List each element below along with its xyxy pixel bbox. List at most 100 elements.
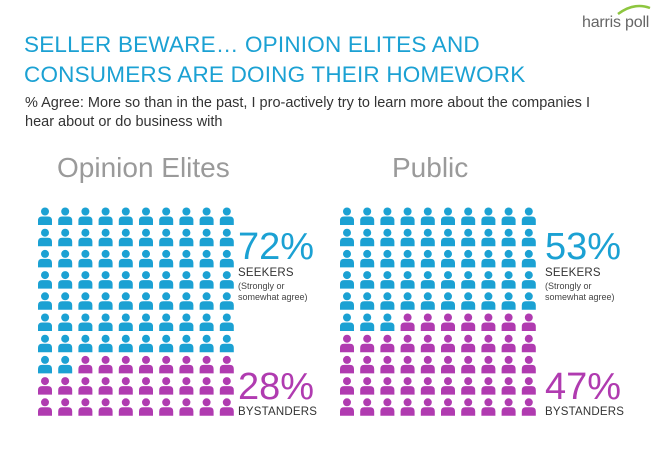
bystander-person-icon: [360, 398, 375, 416]
seeker-person-icon: [380, 228, 395, 247]
seeker-person-icon: [179, 292, 194, 310]
seeker-person-icon: [400, 292, 415, 310]
seeker-person-icon: [98, 313, 113, 331]
bystander-person-icon: [98, 355, 113, 374]
seeker-person-icon: [219, 334, 234, 353]
person-icon-grid: [340, 207, 536, 416]
bystander-person-icon: [380, 355, 395, 374]
bystander-person-icon: [481, 355, 496, 374]
seekers-percent-opinion-elites: 72%: [238, 226, 315, 268]
bystander-person-icon: [380, 334, 395, 353]
seeker-person-icon: [78, 249, 93, 268]
seeker-person-icon: [340, 207, 354, 225]
bystander-person-icon: [400, 334, 415, 353]
bystander-person-icon: [159, 355, 174, 374]
bystander-person-icon: [441, 313, 455, 331]
bystander-person-icon: [219, 398, 234, 416]
seeker-person-icon: [58, 207, 73, 225]
seeker-person-icon: [199, 292, 214, 310]
seeker-person-icon: [78, 271, 93, 289]
bystander-person-icon: [501, 377, 516, 395]
seeker-person-icon: [159, 207, 174, 225]
seeker-person-icon: [441, 249, 455, 268]
seeker-person-icon: [159, 228, 174, 247]
seeker-person-icon: [521, 228, 536, 247]
bystander-person-icon: [340, 377, 354, 395]
seeker-person-icon: [179, 228, 194, 247]
bystander-person-icon: [461, 377, 476, 395]
bystander-person-icon: [441, 398, 455, 416]
harris-poll-logo: harris poll: [582, 4, 654, 36]
pictogram-grid-public: [338, 207, 540, 419]
seeker-person-icon: [501, 271, 516, 289]
seeker-person-icon: [340, 271, 354, 289]
bystander-person-icon: [441, 355, 455, 374]
seeker-person-icon: [118, 228, 133, 247]
bystander-person-icon: [118, 377, 133, 395]
bystander-person-icon: [98, 377, 113, 395]
seeker-person-icon: [159, 249, 174, 268]
seeker-person-icon: [380, 271, 395, 289]
bystander-person-icon: [521, 398, 536, 416]
bystander-person-icon: [199, 355, 214, 374]
seeker-person-icon: [441, 292, 455, 310]
seeker-person-icon: [340, 249, 354, 268]
seeker-person-icon: [219, 271, 234, 289]
seeker-person-icon: [38, 334, 52, 353]
seeker-person-icon: [139, 271, 153, 289]
seeker-person-icon: [159, 313, 174, 331]
bystander-person-icon: [360, 355, 375, 374]
seeker-person-icon: [360, 271, 375, 289]
seeker-person-icon: [400, 207, 415, 225]
seeker-person-icon: [58, 228, 73, 247]
bystander-person-icon: [179, 377, 194, 395]
seeker-person-icon: [139, 249, 153, 268]
seeker-person-icon: [360, 292, 375, 310]
bystander-person-icon: [340, 334, 354, 353]
seeker-person-icon: [219, 228, 234, 247]
seeker-person-icon: [199, 249, 214, 268]
seeker-person-icon: [400, 271, 415, 289]
bystander-person-icon: [501, 334, 516, 353]
seeker-person-icon: [118, 313, 133, 331]
seeker-person-icon: [481, 249, 496, 268]
seekers-note-opinion-elites: (Strongly or somewhat agree): [238, 281, 308, 302]
seeker-person-icon: [219, 249, 234, 268]
bystander-person-icon: [38, 377, 52, 395]
seekers-label-public: SEEKERS: [545, 267, 601, 279]
seeker-person-icon: [219, 313, 234, 331]
seeker-person-icon: [420, 292, 435, 310]
seeker-person-icon: [38, 271, 52, 289]
logo-text: harris poll: [582, 14, 650, 31]
bystander-person-icon: [360, 377, 375, 395]
seeker-person-icon: [360, 313, 375, 331]
seeker-person-icon: [481, 207, 496, 225]
seeker-person-icon: [38, 228, 52, 247]
seeker-person-icon: [58, 249, 73, 268]
bystander-person-icon: [441, 377, 455, 395]
bystander-person-icon: [501, 313, 516, 331]
bystander-person-icon: [481, 313, 496, 331]
seeker-person-icon: [501, 228, 516, 247]
bystander-person-icon: [420, 398, 435, 416]
seeker-person-icon: [179, 334, 194, 353]
seeker-person-icon: [58, 313, 73, 331]
seeker-person-icon: [139, 313, 153, 331]
bystander-person-icon: [139, 355, 153, 374]
seeker-person-icon: [118, 271, 133, 289]
seeker-person-icon: [38, 355, 52, 374]
bystander-person-icon: [118, 355, 133, 374]
seeker-person-icon: [380, 292, 395, 310]
logo-swoosh-icon: [617, 4, 651, 16]
seeker-person-icon: [481, 271, 496, 289]
bystander-person-icon: [420, 313, 435, 331]
slide-title: SELLER BEWARE… OPINION ELITES AND CONSUM…: [24, 32, 526, 87]
seeker-person-icon: [179, 207, 194, 225]
seeker-person-icon: [219, 292, 234, 310]
seeker-person-icon: [38, 313, 52, 331]
seeker-person-icon: [501, 292, 516, 310]
seeker-person-icon: [441, 271, 455, 289]
seeker-person-icon: [98, 292, 113, 310]
person-icon-grid: [38, 207, 234, 416]
seeker-person-icon: [461, 271, 476, 289]
